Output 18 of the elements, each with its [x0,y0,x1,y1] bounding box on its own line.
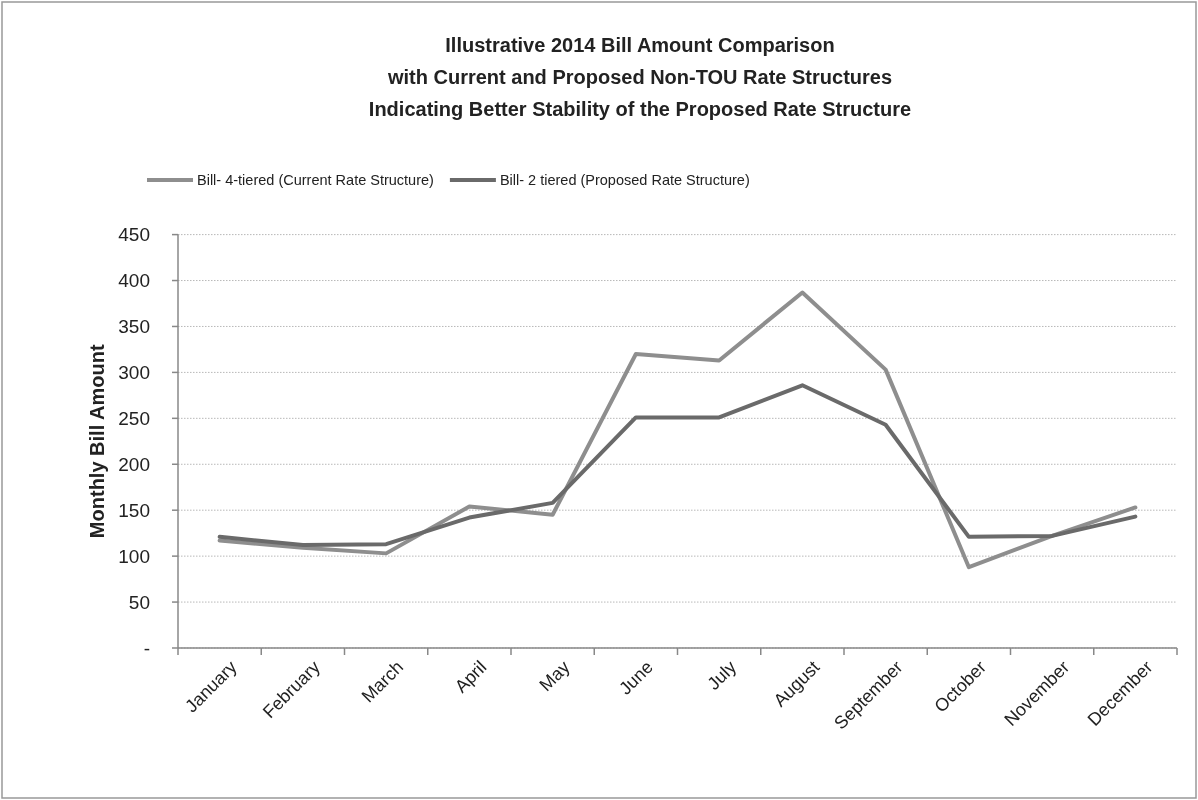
chart-title: Illustrative 2014 Bill Amount Comparison with Current and Proposed Non-TOU Rate Structures Indicating Better Stability of the Proposed Rate Structure [368,34,912,120]
x-tick-label: July [703,656,741,694]
y-tick-label: 350 [118,315,150,337]
y-tick-label: 300 [118,361,150,383]
line-series [217,290,1138,570]
y-tick-label: - [143,637,150,659]
y-tick-label: 450 [118,224,150,246]
y-tick-label: 50 [128,591,150,613]
legend-label: Bill- 2 tiered (Proposed Rate Structure) [499,172,750,188]
y-tick-label: 400 [118,270,150,292]
legend-label: Bill- 4-tiered (Current Rate Structure) [197,172,434,188]
x-tick-label: May [535,656,574,696]
y-tick-label: 100 [118,545,150,567]
y-axis-title: Monthly Bill Amount [86,344,108,539]
y-tick-label: 250 [118,407,150,429]
y-tick-label: 150 [118,499,150,521]
line-series [217,383,1138,548]
y-tick-label: 200 [118,453,150,475]
